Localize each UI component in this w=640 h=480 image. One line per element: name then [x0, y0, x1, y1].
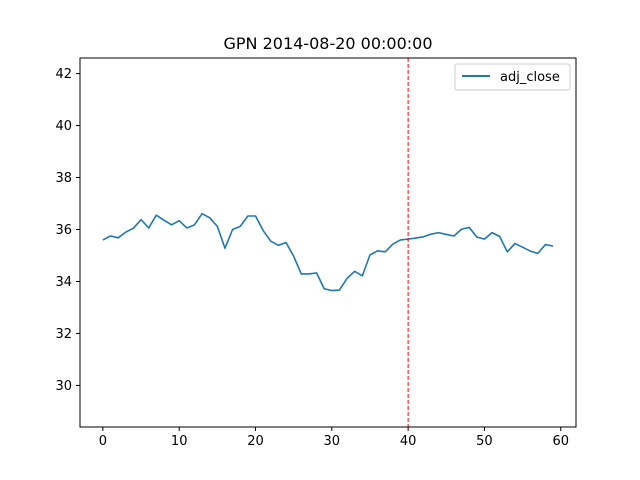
y-tick-label: 34: [55, 275, 72, 290]
y-tick-label: 32: [55, 327, 72, 342]
x-tick-label: 60: [552, 434, 569, 449]
axes-frame: [79, 57, 577, 428]
legend-label-adj-close: adj_close: [500, 70, 560, 85]
series-line-adj-close: [102, 212, 554, 292]
legend: adj_close: [454, 63, 571, 91]
y-tick-label: 36: [55, 223, 72, 238]
y-tick-label: 42: [55, 67, 72, 82]
x-tick-label: 0: [99, 434, 107, 449]
chart-title: GPN 2014-08-20 00:00:00: [223, 34, 432, 53]
y-tick-label: 30: [55, 379, 72, 394]
plot-area: [102, 58, 554, 427]
y-tick-label: 38: [55, 171, 72, 186]
y-axis: 30 32 34 36 38 40 42: [55, 67, 80, 394]
x-tick-label: 40: [400, 434, 417, 449]
x-tick-label: 50: [476, 434, 493, 449]
legend-box: [454, 63, 571, 91]
x-tick-label: 10: [171, 434, 188, 449]
x-tick-label: 20: [247, 434, 264, 449]
x-tick-label: 30: [324, 434, 341, 449]
y-tick-label: 40: [55, 119, 72, 134]
x-axis: 0 10 20 30 40 50 60: [99, 427, 569, 449]
